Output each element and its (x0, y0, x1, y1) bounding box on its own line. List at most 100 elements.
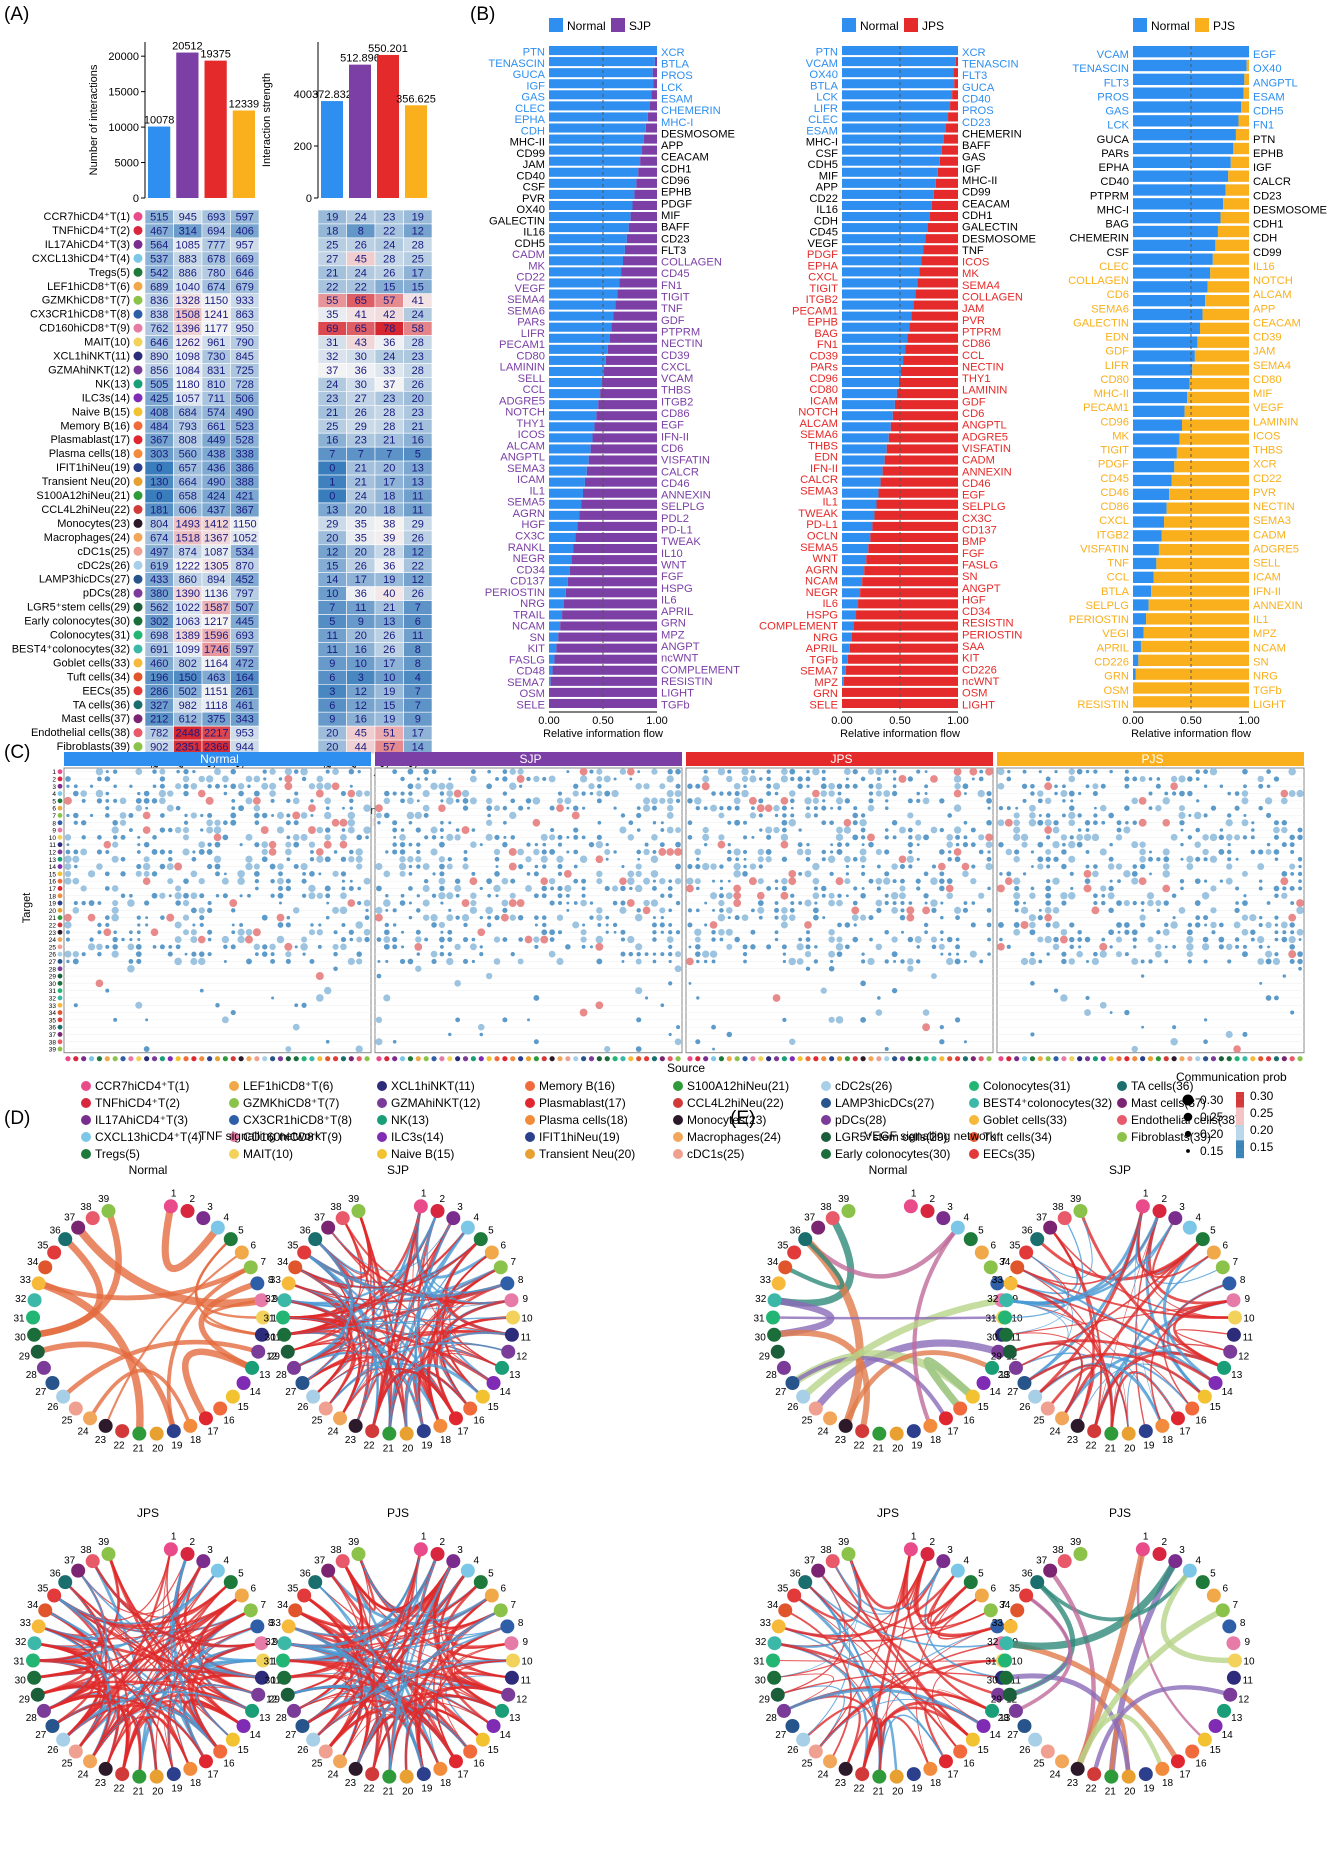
dot (987, 886, 991, 891)
network-node (149, 1426, 164, 1441)
chord (800, 1296, 1003, 1400)
flow-bar-disease (647, 112, 657, 122)
panel-e: VEGF signalling networkNormal12345678910… (753, 1129, 1255, 1798)
flow-label-right: FLT3 (661, 245, 686, 257)
dot (383, 899, 391, 907)
heatmap-value-number: 452 (236, 574, 254, 586)
dot (985, 767, 994, 776)
dot (668, 981, 673, 986)
color-legend-gradient (1236, 1103, 1244, 1106)
dot (245, 797, 253, 805)
dot (726, 943, 733, 950)
flow-bar-normal (549, 178, 637, 188)
heatmap-value-number: 436 (207, 463, 225, 475)
dot (733, 884, 742, 893)
dot (97, 951, 102, 957)
flow-bar-disease (929, 212, 958, 222)
dot (806, 784, 810, 788)
dot (253, 863, 260, 870)
flow-label-left: IL6 (822, 598, 838, 610)
dot (1282, 974, 1287, 978)
dot (461, 789, 470, 798)
dot (820, 987, 827, 994)
source-dot (947, 1056, 953, 1062)
dot (1109, 879, 1113, 883)
dot (415, 929, 421, 935)
dot (1062, 784, 1066, 789)
source-dot (675, 1056, 681, 1062)
flow-bar-disease (886, 444, 958, 454)
flow-label-left: FN1 (817, 339, 838, 351)
dot (1084, 936, 1091, 943)
target-tick: 37 (49, 1032, 57, 1039)
dot (821, 820, 827, 826)
heatmap-value-number: 560 (179, 449, 197, 461)
source-dot (207, 1056, 213, 1062)
dot (137, 791, 141, 796)
flow-label-left: GRN (1104, 671, 1129, 683)
dot (286, 798, 291, 804)
flow-bar-disease (552, 665, 657, 675)
network-node-label: 3 (207, 1202, 213, 1213)
dot (104, 886, 110, 891)
dot (87, 870, 96, 878)
dot (518, 863, 524, 870)
dot (152, 945, 157, 949)
dot (261, 782, 269, 790)
flow-bar-normal (1133, 87, 1244, 99)
dot (742, 952, 748, 957)
dot (566, 806, 570, 810)
flow-bar-disease (652, 68, 657, 78)
dot (408, 864, 413, 869)
dot (924, 784, 929, 789)
network-node (26, 1310, 41, 1325)
heatmap-value-number: 863 (236, 309, 254, 321)
heatmap-value-strength: 26 (383, 267, 395, 279)
flow-label-left: BTLA (1101, 586, 1130, 598)
flow-bar-normal (549, 57, 655, 67)
dot (780, 775, 788, 783)
chord (416, 1206, 503, 1369)
dot (151, 798, 158, 804)
dot (660, 916, 664, 920)
dot (415, 827, 421, 833)
heatmap-value-strength: 12 (412, 574, 424, 586)
dot (1241, 819, 1249, 827)
dot (701, 782, 710, 791)
network-node (872, 1426, 887, 1441)
flow-bar-disease (903, 355, 958, 365)
flow-bar-normal (549, 400, 599, 410)
dot (666, 826, 674, 834)
cell-legend-label: S100A12hiNeu(21) (687, 1079, 789, 1093)
dot (962, 907, 969, 913)
dot (666, 936, 674, 943)
flow-label-left: SEMA6 (800, 429, 838, 441)
dot (1201, 943, 1210, 951)
dot (112, 835, 118, 840)
dot (742, 871, 748, 877)
dot (581, 791, 586, 796)
dot (454, 943, 461, 950)
dot (837, 806, 842, 811)
flow-bar-disease (1228, 170, 1249, 182)
heatmap-value-number: 646 (236, 267, 254, 279)
flow-label-right: MHC-II (962, 175, 997, 187)
dot (221, 935, 230, 944)
heatmap-value-number: 1390 (176, 588, 200, 600)
network-node-label: 27 (285, 1387, 297, 1398)
dot (710, 804, 718, 812)
dot (292, 797, 300, 805)
flow-bar-disease (1176, 447, 1249, 459)
network-node-label: 3 (207, 1545, 213, 1556)
heatmap-value-number: 537 (150, 253, 168, 265)
dot (837, 842, 842, 848)
flow-bar-normal (842, 289, 916, 299)
dot (422, 884, 430, 892)
dot (316, 855, 324, 863)
heatmap-value-strength: 11 (412, 491, 423, 503)
flow-label-right: OX40 (1253, 63, 1282, 75)
heatmap-value-number: 1118 (205, 700, 228, 712)
network-node (68, 1401, 83, 1416)
dot (1225, 943, 1233, 951)
color-legend-gradient (1236, 1116, 1244, 1119)
